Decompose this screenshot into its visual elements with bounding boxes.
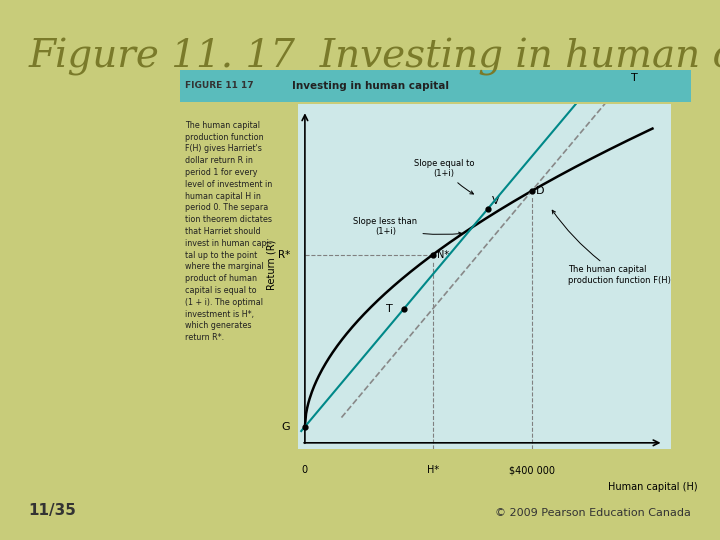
Text: Slope less than
(1+i): Slope less than (1+i) [354,217,462,237]
Text: The human capital
production function
F(H) gives Harriet's
dollar return R in
pe: The human capital production function F(… [185,121,272,342]
Text: D: D [536,186,544,196]
Text: H*: H* [427,465,439,475]
Text: G: G [282,422,290,431]
Text: T: T [386,304,392,314]
Text: R*: R* [278,249,290,260]
Text: Figure 11. 17  Investing in human capital: Figure 11. 17 Investing in human capital [29,38,720,76]
Text: V: V [492,195,499,206]
Text: © 2009 Pearson Education Canada: © 2009 Pearson Education Canada [495,508,691,518]
Text: 11/35: 11/35 [29,503,76,518]
Text: Return (R): Return (R) [267,240,277,291]
Text: $400 000: $400 000 [509,465,554,475]
Text: Investing in human capital: Investing in human capital [292,81,449,91]
Text: FIGURE 11 17: FIGURE 11 17 [185,82,253,91]
Text: The human capital
production function F(H): The human capital production function F(… [552,210,671,285]
Text: Slope equal to
(1+i): Slope equal to (1+i) [414,159,474,194]
Text: T: T [631,73,637,83]
Bar [180,70,691,102]
Text: N*: N* [436,249,449,260]
Text: 0: 0 [302,465,308,475]
Text: Human capital (H): Human capital (H) [608,482,697,491]
